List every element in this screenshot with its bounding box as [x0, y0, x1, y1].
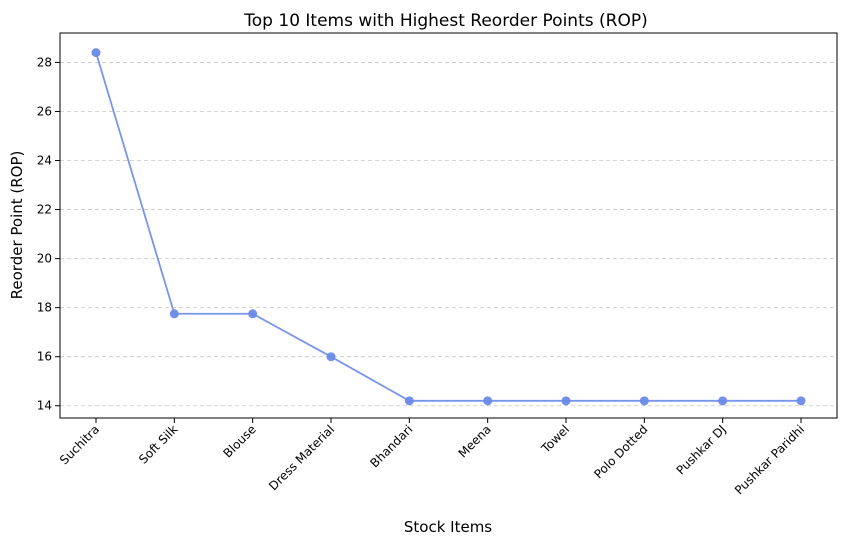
- data-point: [483, 396, 493, 406]
- plot-frame: [59, 32, 838, 419]
- y-tick-label: 26: [37, 104, 52, 118]
- x-tick-label: Polo Dotted: [591, 422, 650, 481]
- y-tick-label: 20: [37, 252, 52, 266]
- y-axis-label: Reorder Point (ROP): [8, 151, 26, 300]
- data-point: [404, 396, 414, 406]
- data-point: [248, 309, 258, 319]
- x-axis: Suchitra Soft Silk Blouse Dress Material Bha…: [57, 418, 807, 497]
- x-tick-label: Soft Silk: [136, 422, 180, 466]
- data-point: [718, 396, 728, 406]
- data-point: [796, 396, 806, 406]
- x-tick-label: Pushkar Paridhi: [732, 422, 807, 497]
- data-point: [91, 48, 101, 58]
- x-tick-label: Towel: [538, 422, 572, 456]
- y-axis: 14 16 18 20 22 24 26 28: [37, 55, 60, 413]
- x-tick-label: Dress Material: [266, 422, 337, 493]
- data-point: [561, 396, 571, 406]
- series: [91, 48, 806, 406]
- data-point: [169, 309, 179, 319]
- grid: [60, 62, 837, 407]
- x-axis-label: Stock Items: [404, 518, 492, 536]
- x-tick-label: Blouse: [220, 422, 258, 460]
- series-line: [95, 52, 801, 402]
- y-tick-label: 16: [37, 350, 52, 364]
- x-tick-label: Bhandari: [367, 422, 415, 470]
- y-tick-label: 22: [37, 203, 52, 217]
- x-tick-label: Meena: [456, 422, 494, 460]
- chart-title: Top 10 Items with Highest Reorder Points…: [243, 11, 647, 31]
- data-point: [326, 352, 336, 362]
- data-point: [639, 396, 649, 406]
- y-tick-label: 18: [37, 301, 52, 315]
- y-tick-label: 24: [37, 154, 52, 168]
- y-tick-label: 14: [37, 399, 52, 413]
- x-tick-label: Suchitra: [57, 422, 102, 467]
- y-tick-label: 28: [37, 55, 52, 69]
- x-tick-label: Pushkar DJ: [674, 422, 729, 477]
